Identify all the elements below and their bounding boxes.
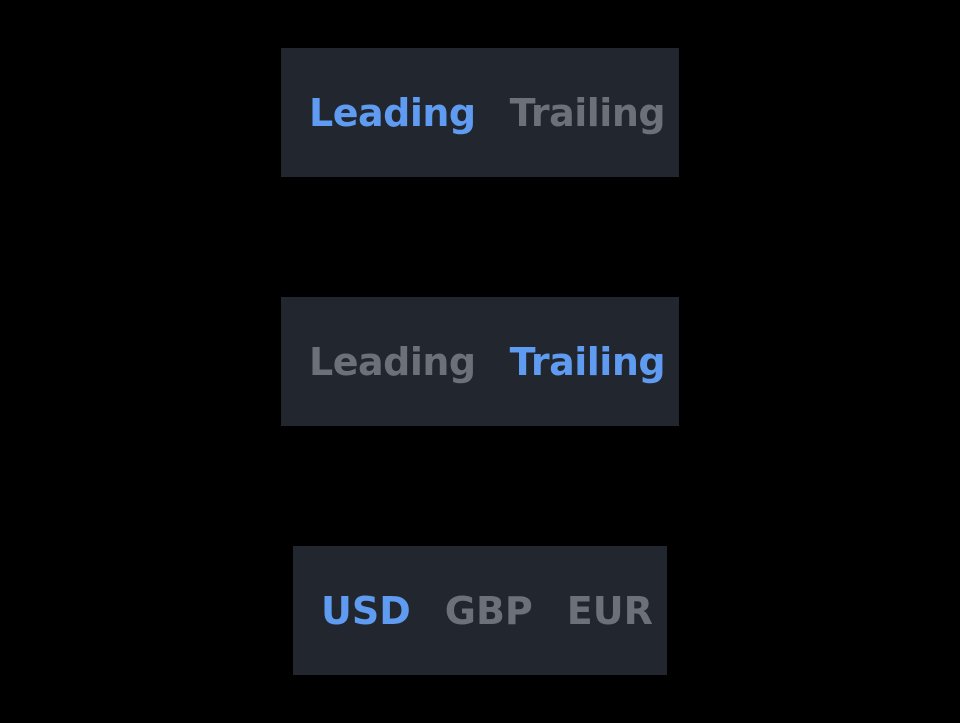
segment-option-usd[interactable]: USD (321, 588, 411, 633)
segmented-control-alignment-2: Leading Trailing (281, 297, 679, 426)
segmented-control-alignment-1: Leading Trailing (281, 48, 679, 177)
segment-option-leading[interactable]: Leading (309, 90, 476, 135)
segment-option-eur[interactable]: EUR (566, 588, 653, 633)
segment-option-gbp[interactable]: GBP (444, 588, 533, 633)
segment-option-leading[interactable]: Leading (309, 339, 476, 384)
segment-option-trailing[interactable]: Trailing (509, 339, 666, 384)
segmented-control-currency: USD GBP EUR (293, 546, 667, 675)
segment-option-trailing[interactable]: Trailing (509, 90, 666, 135)
